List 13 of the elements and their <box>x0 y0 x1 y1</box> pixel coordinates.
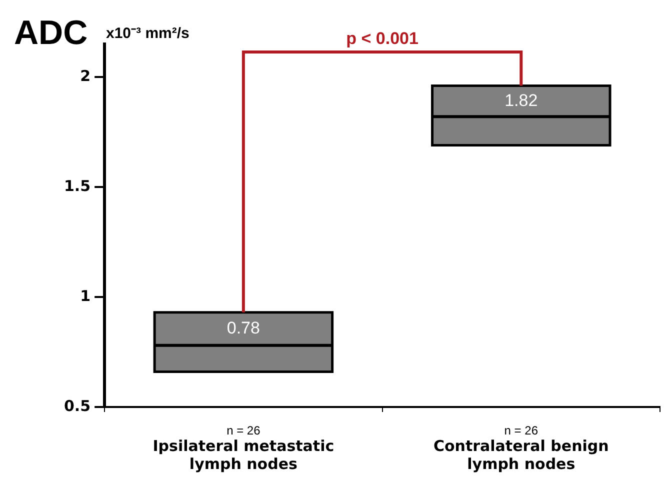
text: 1.82 <box>504 90 538 110</box>
chart-title: ADC <box>14 14 88 53</box>
y-tick-label: 1.5 <box>64 176 91 195</box>
y-tick-label: 1 <box>80 286 91 305</box>
text: n = 26 <box>226 423 261 438</box>
y-tick-label: 2 <box>80 66 91 85</box>
y-axis-title: x10⁻³ mm²/s <box>106 24 190 42</box>
text: n = 26 <box>504 423 538 438</box>
x-tick-label: Contralateral benign lymph nodes <box>433 436 609 473</box>
text: 0.78 <box>226 318 260 338</box>
x-tick-label: Ipsilateral metastatic lymph nodes <box>152 436 334 473</box>
y-tick-label: 0.5 <box>64 396 91 415</box>
annotation: p < 0.001 <box>346 29 418 48</box>
